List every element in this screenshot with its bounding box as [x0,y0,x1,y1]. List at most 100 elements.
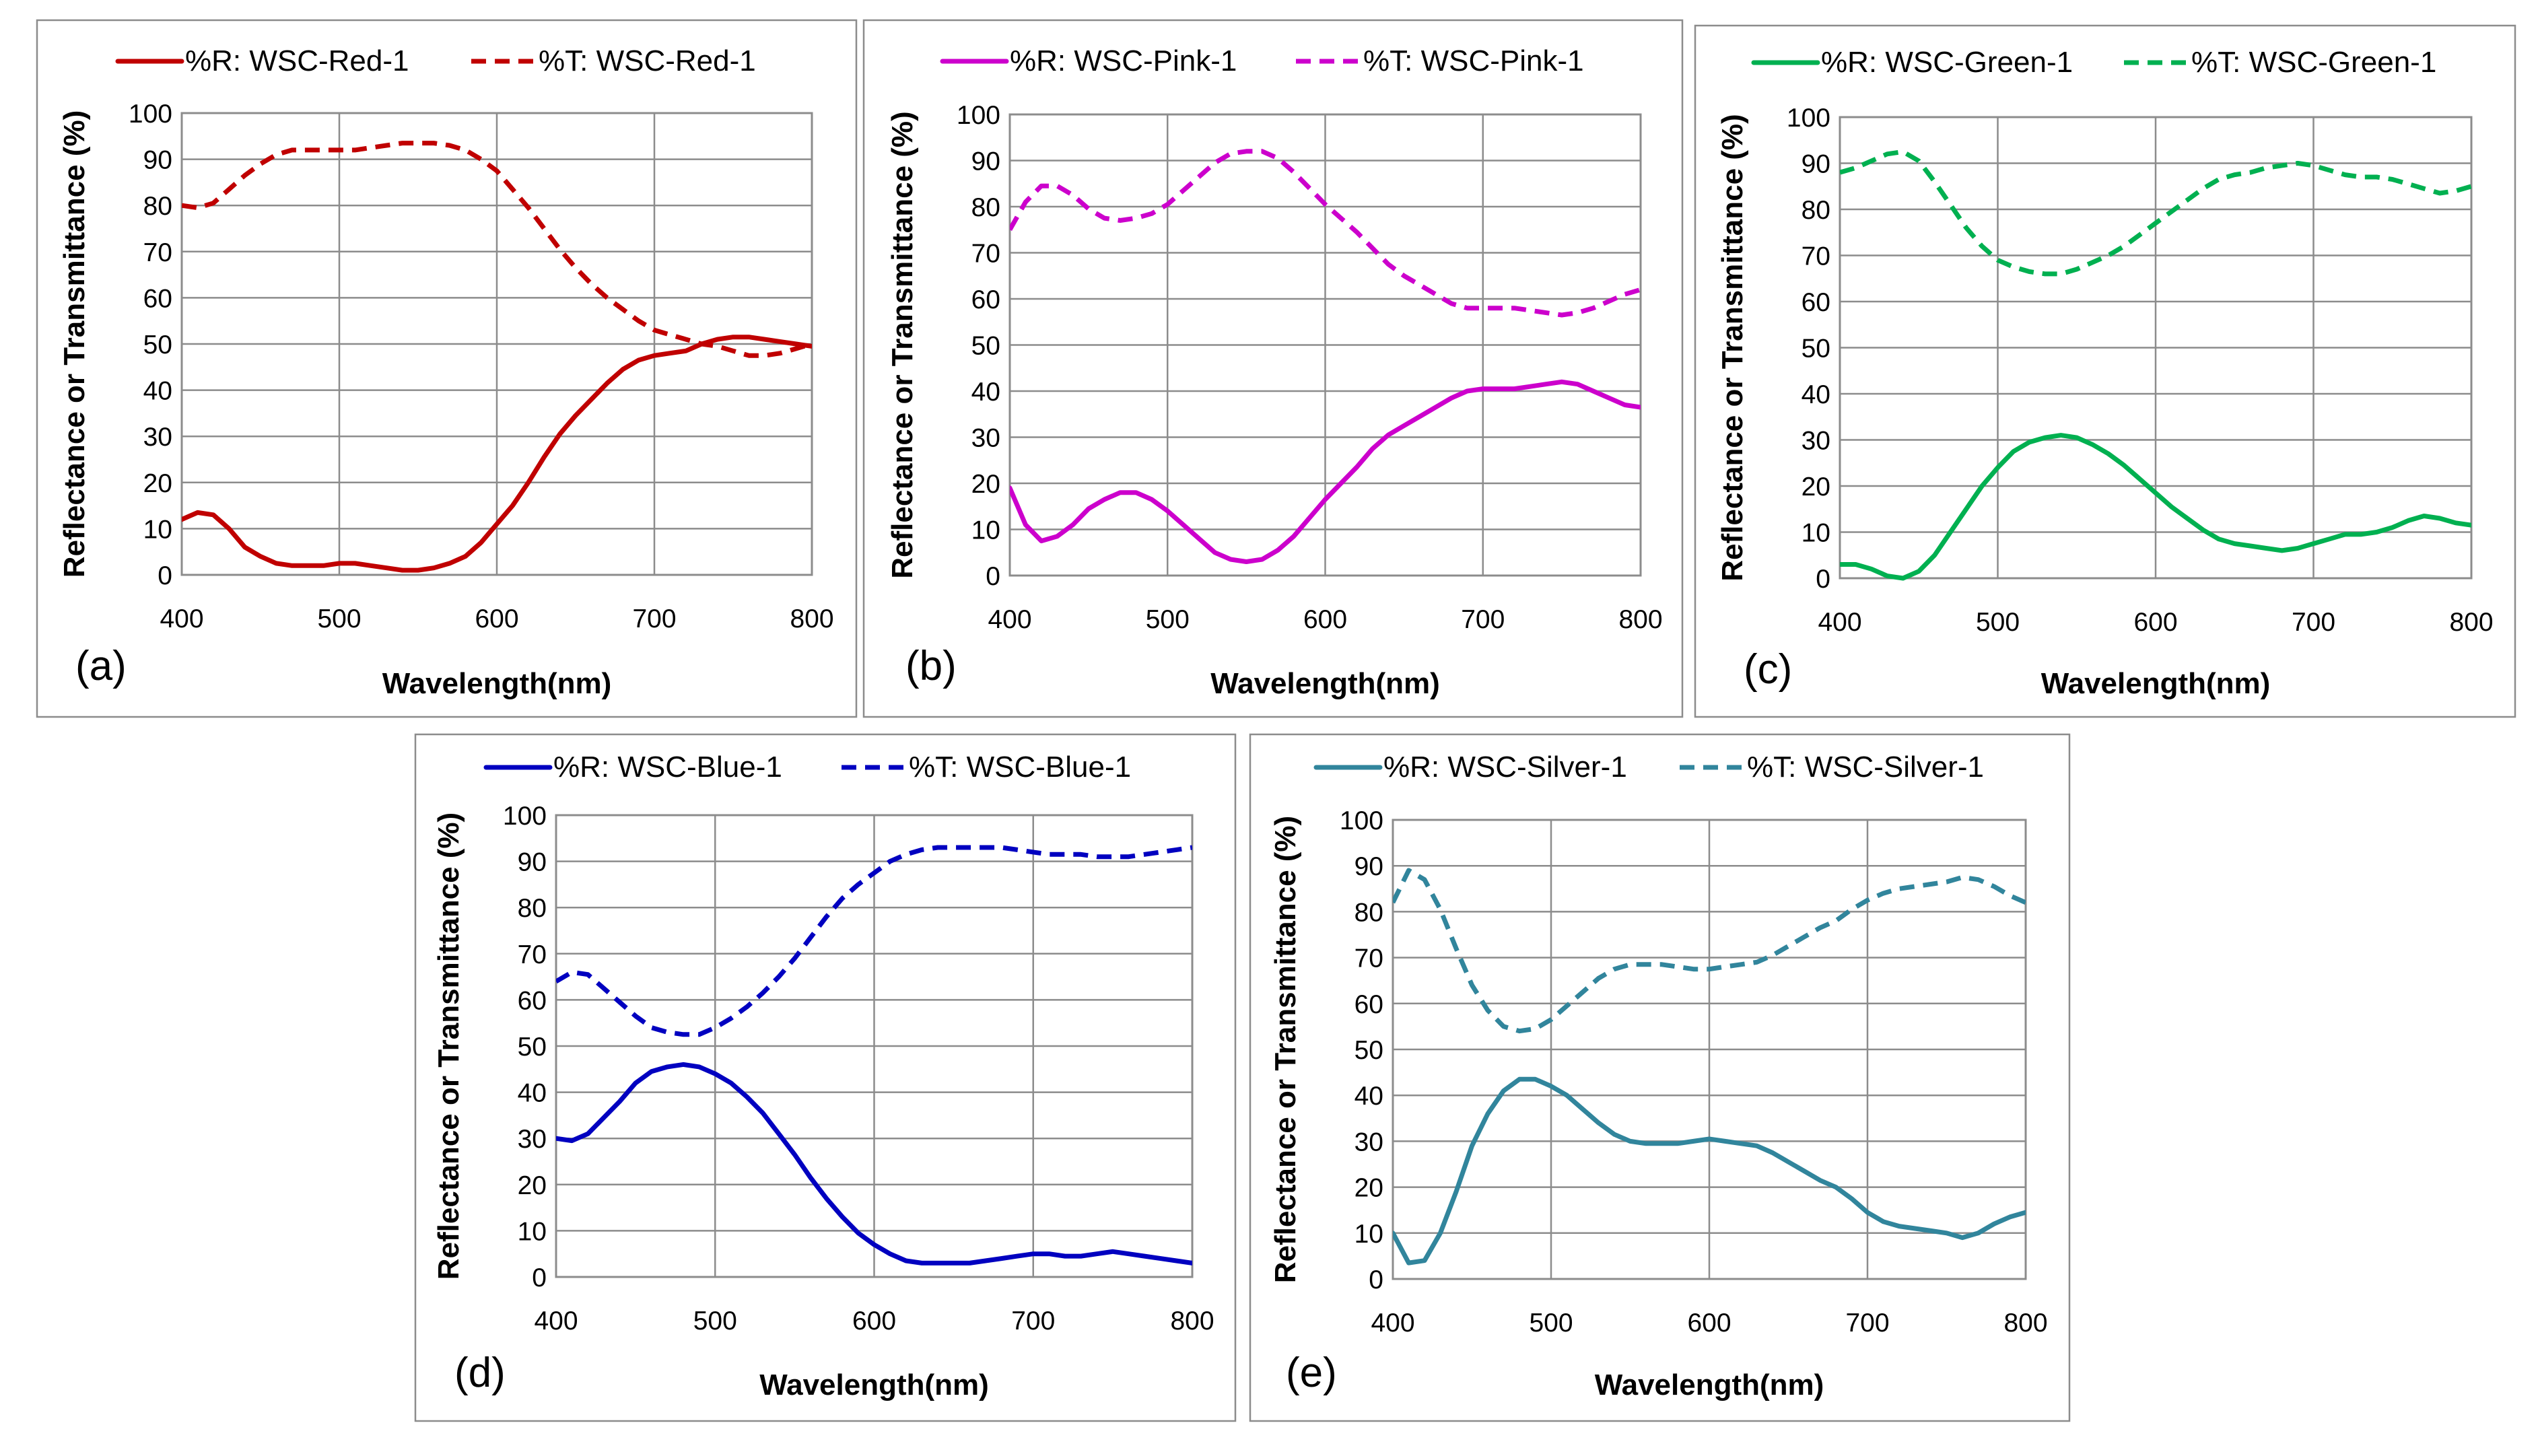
y-tick-label: 50 [518,1033,547,1062]
x-tick-label: 500 [1976,608,2020,637]
y-tick-label: 70 [518,940,547,969]
y-tick-label: 10 [971,516,1000,545]
series-line-transmittance [1840,149,2471,277]
y-tick-label: 40 [1802,380,1830,409]
legend-label: %T: WSC-Silver-1 [1747,751,1984,784]
x-tick-label: 400 [1371,1309,1414,1338]
chart-panel: 0 10 20 30 40 50 60 70 80 90 100 400 500 600 700 800 Wav… [862,19,1684,718]
panel-label: (c) [1744,646,1792,693]
x-tick-label: 600 [1687,1309,1731,1338]
y-tick-label: 0 [1816,565,1830,594]
y-tick-label: 0 [532,1263,547,1292]
series-line-transmittance [1393,868,2026,1034]
y-tick-label: 100 [1340,806,1383,835]
panel-label: (a) [75,643,127,689]
x-tick-label: 800 [790,604,833,633]
y-tick-label: 60 [1354,990,1383,1019]
y-tick-label: 10 [1354,1220,1383,1249]
y-tick-label: 70 [1354,944,1383,973]
legend-label: %T: WSC-Red-1 [539,44,756,77]
x-tick-label: 700 [1011,1307,1055,1336]
x-tick-label: 700 [632,604,676,633]
y-tick-label: 90 [1802,150,1830,179]
chart-panel: 0 10 20 30 40 50 60 70 80 90 100 400 500 600 700 800 Wav… [1249,733,2071,1422]
x-tick-label: 700 [1845,1309,1889,1338]
y-tick-label: 30 [971,424,1000,453]
x-tick-label: 800 [2449,608,2493,637]
y-tick-label: 10 [143,515,172,544]
y-tick-label: 20 [518,1171,547,1200]
series-line-reflectance [1010,379,1641,564]
chart-panel: 0 10 20 30 40 50 60 70 80 90 100 400 500 600 700 800 Wav… [414,733,1237,1422]
y-tick-label: 60 [143,284,172,313]
x-tick-label: 800 [1170,1307,1214,1336]
y-tick-label: 20 [971,470,1000,499]
legend-label: %T: WSC-Green-1 [2191,46,2436,79]
x-tick-label: 400 [160,604,203,633]
y-tick-label: 80 [1354,898,1383,927]
legend-label: %T: WSC-Pink-1 [1363,44,1584,77]
y-axis-title: Reflectance or Transmittance (%) [886,111,919,578]
y-axis-title: Reflectance or Transmittance (%) [1716,114,1749,581]
y-tick-label: 30 [143,423,172,452]
y-tick-label: 100 [503,802,547,831]
x-tick-label: 700 [2292,608,2335,637]
y-tick-label: 90 [143,146,172,175]
y-tick-label: 70 [143,238,172,267]
y-tick-label: 90 [971,147,1000,176]
panel-label: (b) [905,643,957,689]
x-tick-label: 600 [475,604,518,633]
y-axis-title: Reflectance or Transmittance (%) [1269,816,1302,1283]
series-line-reflectance [556,1062,1192,1266]
y-tick-label: 10 [1802,519,1830,548]
y-tick-label: 70 [1802,242,1830,271]
y-tick-label: 0 [986,562,1000,591]
x-axis-title: Wavelength(nm) [1595,1368,1824,1401]
series-line-transmittance [556,845,1192,1037]
legend-label: %R: WSC-Silver-1 [1383,751,1627,784]
y-tick-label: 80 [1802,196,1830,225]
legend-label: %R: WSC-Green-1 [1821,46,2073,79]
series-line-transmittance [182,141,812,358]
legend-label: %R: WSC-Blue-1 [553,751,782,784]
x-tick-label: 500 [1529,1309,1573,1338]
y-tick-label: 80 [143,192,172,221]
y-tick-label: 40 [1354,1082,1383,1111]
panel-label: (e) [1286,1350,1337,1396]
y-tick-label: 50 [971,332,1000,361]
series-line-reflectance [1840,433,2471,581]
y-tick-label: 40 [518,1079,547,1108]
legend-label: %R: WSC-Red-1 [185,44,409,77]
y-tick-label: 60 [1802,288,1830,317]
chart-panel: 0 10 20 30 40 50 60 70 80 90 100 400 500 600 700 800 Wav… [1694,24,2516,718]
legend-label: %T: WSC-Blue-1 [909,751,1131,784]
legend-label: %R: WSC-Pink-1 [1010,44,1237,77]
x-tick-label: 600 [2133,608,2177,637]
y-tick-label: 80 [518,894,547,923]
series-line-reflectance [1393,1076,2026,1266]
x-tick-label: 700 [1461,605,1505,634]
x-axis-title: Wavelength(nm) [382,667,612,700]
y-tick-label: 100 [1787,104,1830,133]
x-tick-label: 500 [1146,605,1190,634]
x-tick-label: 600 [1303,605,1347,634]
y-tick-label: 50 [143,331,172,359]
y-tick-label: 30 [1354,1128,1383,1156]
y-tick-label: 100 [129,100,172,129]
x-axis-title: Wavelength(nm) [2041,667,2271,700]
y-tick-label: 50 [1354,1036,1383,1065]
y-axis-title: Reflectance or Transmittance (%) [432,812,465,1280]
y-tick-label: 10 [518,1217,547,1246]
y-tick-label: 70 [971,240,1000,269]
x-tick-label: 800 [2003,1309,2047,1338]
series-line-transmittance [1010,149,1641,318]
x-axis-title: Wavelength(nm) [759,1368,989,1401]
y-tick-label: 30 [1802,427,1830,456]
y-tick-label: 0 [1369,1266,1383,1294]
y-tick-label: 80 [971,193,1000,222]
y-axis-title: Reflectance or Transmittance (%) [58,110,91,578]
x-tick-label: 600 [852,1307,896,1336]
x-axis-title: Wavelength(nm) [1210,667,1440,700]
x-tick-label: 500 [693,1307,737,1336]
